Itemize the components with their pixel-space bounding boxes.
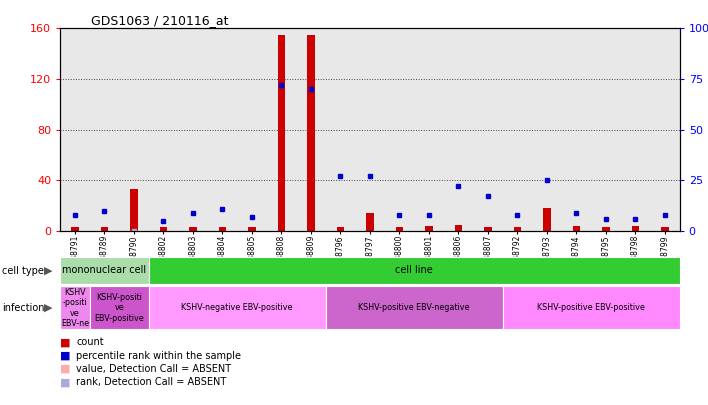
Text: ■: ■ <box>60 351 71 360</box>
Bar <box>307 35 314 231</box>
Bar <box>160 227 167 231</box>
Text: ▶: ▶ <box>44 303 52 313</box>
Text: percentile rank within the sample: percentile rank within the sample <box>76 351 241 360</box>
Bar <box>573 226 580 231</box>
Bar <box>603 227 610 231</box>
Text: value, Detection Call = ABSENT: value, Detection Call = ABSENT <box>76 364 232 374</box>
Bar <box>149 257 680 284</box>
Text: ■: ■ <box>60 377 71 387</box>
Text: GDS1063 / 210116_at: GDS1063 / 210116_at <box>91 14 229 27</box>
Text: cell type: cell type <box>2 266 44 275</box>
Bar <box>455 224 462 231</box>
Text: count: count <box>76 337 104 347</box>
Bar <box>72 227 79 231</box>
Bar <box>90 286 149 329</box>
Text: KSHV
-positi
ve
EBV-ne: KSHV -positi ve EBV-ne <box>61 288 89 328</box>
Bar <box>661 227 668 231</box>
Bar <box>249 227 256 231</box>
Bar <box>60 257 149 284</box>
Bar <box>149 286 326 329</box>
Text: rank, Detection Call = ABSENT: rank, Detection Call = ABSENT <box>76 377 227 387</box>
Text: ■: ■ <box>60 337 71 347</box>
Bar <box>60 286 90 329</box>
Text: infection: infection <box>2 303 45 313</box>
Bar <box>219 227 226 231</box>
Bar <box>189 227 197 231</box>
Text: KSHV-positive EBV-negative: KSHV-positive EBV-negative <box>358 303 470 312</box>
Bar <box>632 226 639 231</box>
Text: ■: ■ <box>60 364 71 374</box>
Bar <box>396 227 403 231</box>
Bar <box>366 213 374 231</box>
Bar <box>278 35 285 231</box>
Text: mononuclear cell: mononuclear cell <box>62 265 147 275</box>
Bar <box>503 286 680 329</box>
Bar <box>426 226 433 231</box>
Bar <box>337 227 344 231</box>
Text: KSHV-positive EBV-positive: KSHV-positive EBV-positive <box>537 303 645 312</box>
Text: KSHV-positi
ve
EBV-positive: KSHV-positi ve EBV-positive <box>94 293 144 323</box>
Bar <box>514 227 521 231</box>
Text: ▶: ▶ <box>44 266 52 275</box>
Bar <box>326 286 503 329</box>
Text: KSHV-negative EBV-positive: KSHV-negative EBV-positive <box>181 303 293 312</box>
Text: cell line: cell line <box>395 265 433 275</box>
Bar <box>130 189 137 231</box>
Bar <box>543 208 551 231</box>
Bar <box>101 227 108 231</box>
Bar <box>484 227 491 231</box>
